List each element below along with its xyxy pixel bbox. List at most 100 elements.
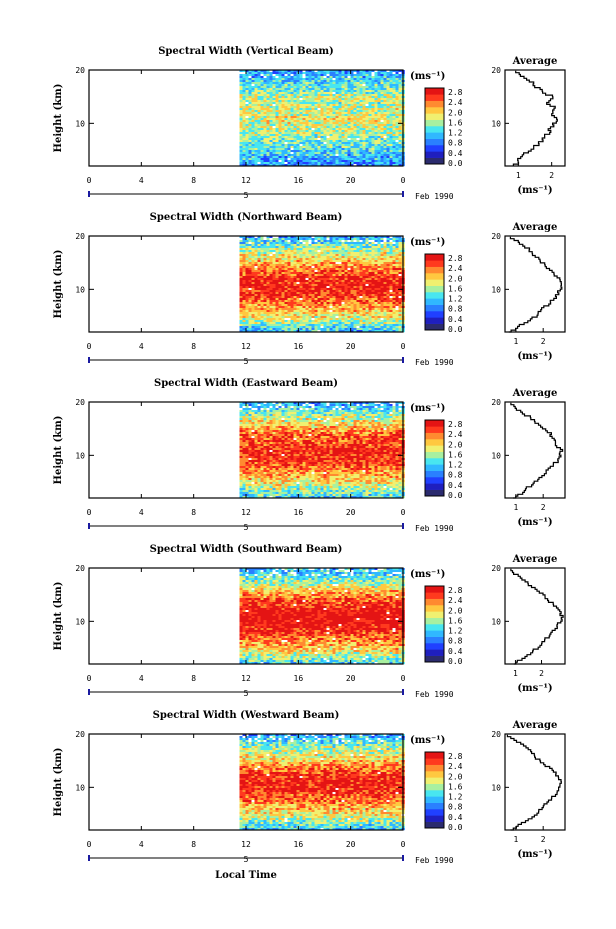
y-tick-label: 20 <box>75 232 85 241</box>
colorbar-swatch <box>425 138 444 146</box>
avg-y-tick-label: 20 <box>491 66 501 75</box>
x-tick-label: 20 <box>346 674 356 683</box>
colorbar-label: 0.4 <box>448 813 463 822</box>
colorbar-label: 1.6 <box>448 616 463 625</box>
x-tick-label: 0 <box>401 176 406 185</box>
x-tick-label: 12 <box>241 840 251 849</box>
colorbar-swatch <box>425 304 444 312</box>
x-tick-label: 20 <box>346 508 356 517</box>
x-tick-label: 16 <box>294 674 304 683</box>
y-tick-label: 10 <box>75 783 85 792</box>
y-tick-label: 10 <box>75 451 85 460</box>
avg-x-tick-label: 1 <box>513 337 518 346</box>
avg-x-unit: (ms⁻¹) <box>517 683 552 694</box>
y-tick-label: 20 <box>75 66 85 75</box>
average-frame <box>504 733 566 831</box>
x-tick-label: 16 <box>294 342 304 351</box>
colorbar-swatch <box>425 266 444 274</box>
colorbar-label: 2.8 <box>448 88 463 97</box>
colorbar-swatch <box>425 145 444 152</box>
colorbar-swatch <box>425 88 444 95</box>
colorbar-swatch <box>425 483 444 490</box>
colorbar-swatch <box>425 649 444 656</box>
colorbar-swatch <box>425 477 444 484</box>
colorbar-label: 2.4 <box>448 596 463 605</box>
panel-title: Spectral Width (Vertical Beam) <box>158 46 334 57</box>
colorbar-swatch <box>425 432 444 440</box>
colorbar-swatch <box>425 273 444 280</box>
colorbar-label: 0.4 <box>448 315 463 324</box>
colorbar-label: 0.4 <box>448 149 463 158</box>
avg-x-tick-label: 2 <box>539 669 544 678</box>
y-tick-label: 10 <box>75 285 85 294</box>
x-tick-label: 8 <box>191 508 196 517</box>
average-profile-line <box>508 236 563 333</box>
colorbar-label: 1.6 <box>448 450 463 459</box>
x-tick-label: 8 <box>191 176 196 185</box>
colorbar-frame <box>424 419 445 497</box>
average-title: Average <box>512 720 558 731</box>
y-tick-label: 20 <box>75 564 85 573</box>
colorbar-swatch <box>425 821 444 829</box>
avg-x-unit: (ms⁻¹) <box>517 185 552 196</box>
colorbar-swatch <box>425 260 444 267</box>
colorbar-swatch <box>425 783 444 791</box>
colorbar-label: 0.4 <box>448 481 463 490</box>
colorbar-label: 1.6 <box>448 782 463 791</box>
colorbar <box>424 419 445 497</box>
colorbar-swatch <box>425 777 444 784</box>
colorbar-swatch <box>425 464 444 471</box>
colorbar-label: 0.0 <box>448 159 463 168</box>
colorbar-swatch <box>425 132 444 139</box>
colorbar-swatch <box>425 298 444 305</box>
colorbar-label: 2.0 <box>448 108 463 117</box>
date-day: 5 <box>244 191 249 200</box>
avg-y-tick-label: 10 <box>491 617 501 626</box>
avg-x-tick-label: 1 <box>513 669 518 678</box>
average-profile-line <box>512 70 558 166</box>
colorbar-swatch <box>425 624 444 631</box>
x-tick-label: 8 <box>191 342 196 351</box>
avg-x-tick-label: 1 <box>513 835 518 844</box>
average-title: Average <box>512 222 558 233</box>
colorbar-label: 2.8 <box>448 420 463 429</box>
colorbar-swatch <box>425 815 444 822</box>
colorbar-swatch <box>425 285 444 293</box>
colorbar-label: 2.0 <box>448 606 463 615</box>
x-tick-label: 16 <box>294 508 304 517</box>
colorbar-swatch <box>425 94 444 101</box>
colorbar-swatch <box>425 107 444 114</box>
heatmap-cells <box>239 568 405 665</box>
average-frame <box>504 401 566 499</box>
average-profile-line <box>510 402 564 499</box>
avg-x-unit: (ms⁻¹) <box>517 849 552 860</box>
panel-5: Spectral Width (Westward Beam)2010Height… <box>53 710 566 865</box>
colorbar-swatch <box>425 445 444 452</box>
colorbar-swatch <box>425 157 444 165</box>
x-tick-label: 8 <box>191 840 196 849</box>
colorbar-label: 0.8 <box>448 305 463 314</box>
x-tick-label: 8 <box>191 674 196 683</box>
colorbar <box>424 253 445 331</box>
avg-x-tick-label: 2 <box>541 835 546 844</box>
colorbar-swatch <box>425 100 444 108</box>
average-frame <box>504 69 566 167</box>
colorbar-swatch <box>425 439 444 446</box>
x-tick-label: 0 <box>401 674 406 683</box>
avg-y-tick-label: 20 <box>491 232 501 241</box>
average-frame <box>504 567 566 665</box>
avg-x-tick-label: 2 <box>549 171 554 180</box>
average-profile-line <box>510 568 564 665</box>
average-frame <box>504 235 566 333</box>
avg-y-tick-label: 10 <box>491 783 501 792</box>
colorbar-frame <box>424 585 445 663</box>
colorbar-swatch <box>425 617 444 625</box>
panel-3: Spectral Width (Eastward Beam)2010Height… <box>53 378 566 533</box>
date-label: Feb 1990 <box>415 358 454 367</box>
y-tick-label: 10 <box>75 119 85 128</box>
panel-2: Spectral Width (Northward Beam)2010Heigh… <box>53 212 566 367</box>
colorbar-swatch <box>425 113 444 120</box>
x-tick-label: 20 <box>346 840 356 849</box>
x-tick-label: 0 <box>87 674 92 683</box>
